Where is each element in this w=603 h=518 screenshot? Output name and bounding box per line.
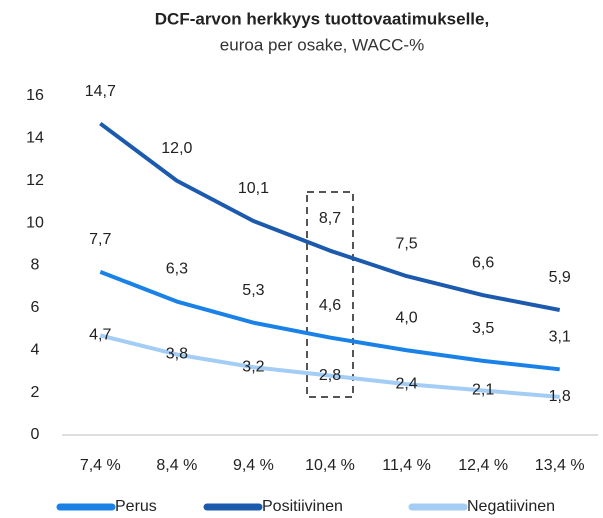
x-tick-label: 7,4 %: [80, 457, 121, 474]
data-label: 3,8: [166, 346, 188, 363]
y-tick-label: 2: [31, 384, 40, 401]
series-line: [99, 121, 561, 312]
data-label: 5,3: [242, 282, 264, 299]
y-tick-label: 4: [31, 341, 40, 358]
data-label: 4,0: [395, 309, 417, 326]
data-label: 3,1: [549, 329, 571, 346]
data-label: 6,6: [472, 254, 494, 271]
y-tick-label: 6: [31, 299, 40, 316]
data-label: 3,5: [472, 320, 494, 337]
series-line: [99, 269, 560, 372]
highlight-box: [306, 191, 354, 398]
x-tick-label: 8,4 %: [156, 457, 197, 474]
data-label: 2,4: [395, 375, 417, 392]
legend-label: Positiivinen: [262, 498, 343, 515]
data-label: 3,2: [242, 358, 264, 375]
legend-label: Negatiivinen: [467, 498, 555, 515]
data-label: 2,1: [472, 382, 494, 399]
y-tick-label: 8: [31, 257, 40, 274]
y-tick-label: 16: [26, 87, 44, 104]
x-tick-label: 11,4 %: [382, 457, 431, 474]
y-tick-label: 0: [31, 426, 40, 443]
data-label: 4,7: [89, 327, 111, 344]
data-label: 14,7: [85, 83, 116, 100]
data-label: 7,5: [395, 235, 417, 252]
chart-title: DCF-arvon herkkyys tuottovaatimukselle,: [155, 9, 489, 28]
x-tick-label: 12,4 %: [458, 457, 508, 474]
data-label: 8,7: [319, 210, 341, 227]
series-line: [99, 333, 560, 399]
data-label: 6,3: [166, 261, 188, 278]
x-tick-label: 10,4 %: [305, 457, 355, 474]
x-tick-label: 9,4 %: [233, 457, 274, 474]
data-label: 2,8: [319, 367, 341, 384]
data-label: 5,9: [549, 269, 571, 286]
data-label: 7,7: [89, 231, 111, 248]
data-label: 4,6: [319, 297, 341, 314]
y-tick-label: 14: [26, 130, 44, 147]
y-tick-label: 12: [26, 172, 44, 189]
data-label: 10,1: [238, 180, 269, 197]
y-tick-label: 10: [26, 214, 44, 231]
x-tick-label: 13,4 %: [535, 457, 585, 474]
chart-subtitle: euroa per osake, WACC-%: [220, 35, 424, 54]
legend-label: Perus: [115, 498, 157, 515]
data-label: 12,0: [161, 140, 192, 157]
data-label: 1,8: [549, 388, 571, 405]
